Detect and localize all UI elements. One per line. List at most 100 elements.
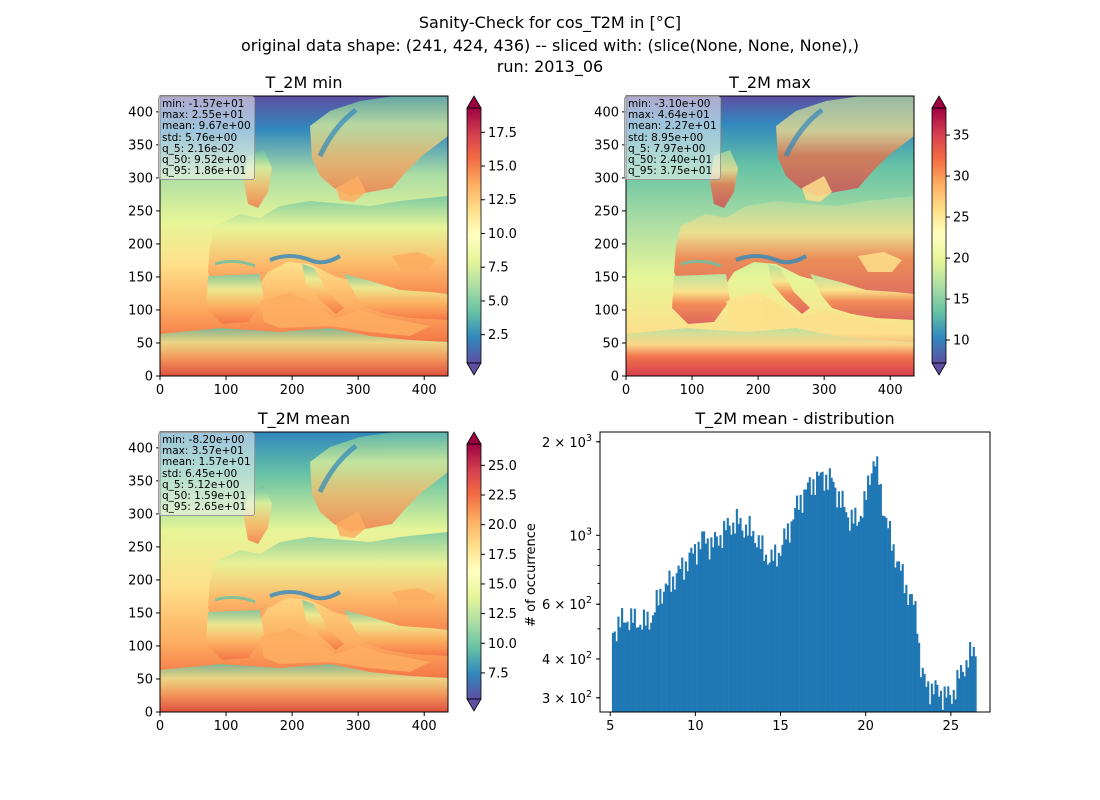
histogram-bar <box>726 517 729 712</box>
histogram-bar <box>890 550 893 712</box>
histogram-bar <box>927 681 930 712</box>
histogram-bar <box>887 528 890 712</box>
histogram-bar <box>670 591 673 712</box>
histogram-bar <box>950 703 953 712</box>
y-tick-label: 100 <box>128 639 153 654</box>
colorbar-tick-label: 7.5 <box>488 666 509 681</box>
x-tick-label: 300 <box>346 719 371 734</box>
scandes-ridge <box>317 443 358 494</box>
colorbar-tick-label: 20.0 <box>488 518 517 533</box>
histogram-bar <box>795 495 799 712</box>
histogram-bar <box>646 611 649 712</box>
histogram-bar <box>695 564 698 712</box>
histogram-bar <box>746 535 749 712</box>
histogram-bar <box>703 531 706 712</box>
colorbar-extend-max <box>466 95 482 109</box>
colorbar-tick-label: 15.0 <box>488 160 517 175</box>
histogram-bar <box>912 604 915 712</box>
histogram-bar <box>692 553 695 712</box>
colorbar-tick-label: 10.0 <box>488 637 517 652</box>
y-tick-label: 50 <box>602 336 619 351</box>
x-tick-label: 200 <box>746 383 771 398</box>
y-tick-label: 200 <box>594 237 619 252</box>
x-tick-label: 20 <box>857 719 874 734</box>
histogram-bar <box>899 570 902 712</box>
x-tick-label: 0 <box>156 383 164 398</box>
histogram-bar <box>932 694 935 712</box>
stat-q5: q_5: 5.12e+00 <box>162 478 240 491</box>
histogram-bar <box>965 660 968 712</box>
histogram-bar <box>843 507 846 712</box>
axes-frame <box>159 431 449 713</box>
histogram-bar <box>812 479 815 712</box>
histogram-bar <box>828 468 831 712</box>
axes-frame <box>159 95 449 377</box>
histogram-bar <box>830 477 833 712</box>
histogram-bar <box>781 544 784 712</box>
panel-title-t2m-mean: T_2M mean <box>257 409 351 428</box>
histogram-bar <box>883 516 886 712</box>
y-tick-label: 400 <box>128 441 153 456</box>
histogram-bar <box>923 673 926 712</box>
stat-min: min: -3.10e+00 <box>628 98 711 110</box>
histogram-bar <box>805 489 808 712</box>
colorbar-frame <box>466 107 482 364</box>
histogram-bar <box>642 609 646 712</box>
histogram-bar <box>945 697 948 712</box>
histogram-bar <box>628 630 631 712</box>
histogram-bar <box>934 680 937 712</box>
histogram-bar <box>816 471 819 712</box>
stat-mean: mean: 9.67e+00 <box>162 120 251 133</box>
scandes-ridge <box>783 107 824 158</box>
histogram-bar <box>786 523 789 712</box>
y-tick-label: 50 <box>136 336 153 351</box>
histogram-bar <box>779 555 782 712</box>
x-tick-label: 300 <box>346 383 371 398</box>
stat-std: std: 6.45e+00 <box>162 467 238 480</box>
colorbar-frame <box>931 107 947 364</box>
colorbar-tick-label: 17.5 <box>488 126 517 141</box>
y-tick-label: 50 <box>136 672 153 687</box>
x-tick-label: 200 <box>280 383 305 398</box>
histogram-bar <box>611 632 615 712</box>
colorbar: 10 15 20 25 30 35 <box>931 95 970 376</box>
histogram-bar <box>633 608 636 712</box>
axes-frame <box>599 431 991 713</box>
histogram-bar <box>969 642 972 712</box>
histogram-bar <box>908 594 912 712</box>
histogram-bar <box>938 696 941 712</box>
histogram-bar <box>967 667 970 712</box>
histogram-bar <box>954 699 957 712</box>
colorbar-tick-label: 20 <box>953 252 970 267</box>
y-tick-label: 350 <box>128 474 153 489</box>
histogram-bar <box>732 522 735 712</box>
histogram-bar <box>870 473 873 712</box>
x-tick-label: 0 <box>156 719 164 734</box>
histogram-bar <box>697 541 700 712</box>
figure-title-line-3: run: 2013_06 <box>496 57 604 76</box>
histogram-bar <box>621 608 624 712</box>
histogram-bar <box>892 544 895 712</box>
histogram-bar <box>956 670 959 712</box>
histogram-bar <box>819 472 822 712</box>
y-tick-label: 2 × 103 <box>542 433 592 451</box>
y-tick-label: 100 <box>594 303 619 318</box>
histogram-bar <box>706 538 709 712</box>
histogram-bar <box>850 509 853 712</box>
histogram-bar <box>699 549 702 712</box>
histogram-bar <box>710 537 713 712</box>
histogram-bar <box>939 690 943 712</box>
histogram-bar <box>655 589 658 712</box>
colorbar-tick-label: 25 <box>953 211 970 226</box>
x-tick-label: 15 <box>772 719 789 734</box>
histogram-bar <box>898 561 901 712</box>
colorbar-tick-label: 2.5 <box>488 328 509 343</box>
histogram-bar <box>737 524 740 712</box>
histogram-bar <box>730 534 733 712</box>
colorbar: 7.5 10.0 12.5 15.0 17.5 20.0 22.5 25.0 <box>466 431 517 712</box>
histogram-bar <box>755 547 759 712</box>
histogram-bar <box>790 521 793 712</box>
x-tick-label: 0 <box>622 383 630 398</box>
stat-mean: mean: 1.57e+01 <box>162 456 251 469</box>
